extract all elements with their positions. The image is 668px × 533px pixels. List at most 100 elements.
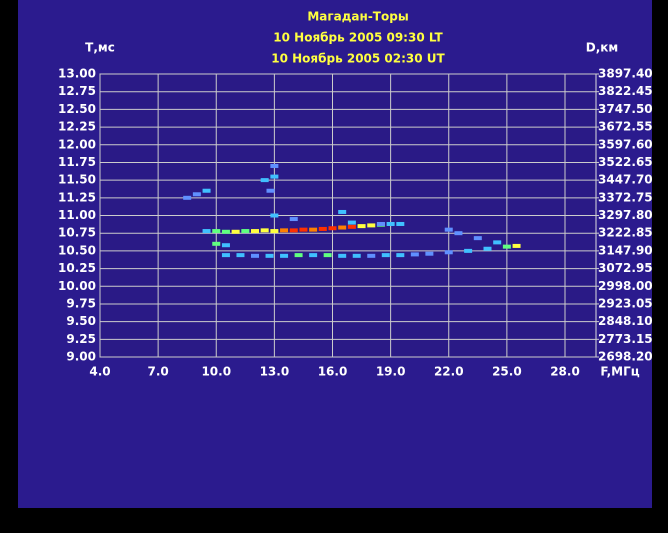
y-tick-label: 11.00	[58, 208, 96, 222]
x-tick-label: 4.0	[89, 365, 110, 379]
y2-tick-label: 3747.50	[598, 102, 653, 116]
echo-point	[251, 229, 259, 233]
y-axis-label: Т,мс	[85, 41, 115, 55]
echo-point	[324, 253, 332, 257]
y-tick-label: 10.25	[58, 261, 96, 275]
y-tick-label: 11.75	[58, 155, 96, 169]
echo-point	[236, 253, 244, 257]
y2-tick-label: 2773.15	[598, 332, 653, 346]
echo-point	[503, 245, 511, 249]
echo-point	[212, 229, 220, 233]
echo-point	[241, 229, 249, 233]
echo-point	[183, 196, 191, 200]
y-tick-label: 12.50	[58, 102, 96, 116]
echo-point	[193, 192, 201, 196]
echo-point	[295, 253, 303, 257]
y-tick-label: 10.00	[58, 279, 96, 293]
echo-point	[445, 250, 453, 254]
chart-title: Магадан-Торы	[307, 10, 408, 24]
y2-tick-label: 3822.45	[598, 84, 653, 98]
chart-subtitle: 10 Ноябрь 2005 02:30 UT	[271, 52, 445, 66]
echo-point	[270, 175, 278, 179]
y2-tick-label: 3597.60	[598, 137, 653, 151]
echo-point	[382, 253, 390, 257]
echo-point	[309, 228, 317, 232]
chart: Магадан-Торы 10 Ноябрь 2005 09:30 LT 10 …	[0, 0, 668, 533]
echo-point	[348, 221, 356, 225]
echo-point	[261, 178, 269, 182]
echo-point	[484, 247, 492, 251]
echo-point	[212, 242, 220, 246]
y-tick-label: 9.25	[66, 332, 96, 346]
y2-tick-label: 3297.80	[598, 208, 653, 222]
echo-point	[493, 240, 501, 244]
echo-point	[338, 226, 346, 230]
y-tick-label: 12.25	[58, 120, 96, 134]
y2-tick-label: 3072.95	[598, 261, 653, 275]
y-tick-label: 11.50	[58, 173, 96, 187]
echo-point	[203, 229, 211, 233]
echo-point	[222, 243, 230, 247]
echo-point	[411, 252, 419, 256]
y2-tick-label: 3897.40	[598, 67, 653, 81]
echo-point	[280, 254, 288, 258]
echo-point	[425, 252, 433, 256]
y-tick-label: 12.75	[58, 84, 96, 98]
y2-tick-label: 3147.90	[598, 243, 653, 257]
echo-point	[232, 230, 240, 234]
echo-point	[280, 228, 288, 232]
echo-point	[464, 249, 472, 253]
echo-point	[396, 222, 404, 226]
y2-tick-label: 3672.55	[598, 120, 653, 134]
echo-point	[338, 254, 346, 258]
echo-point	[454, 231, 462, 235]
y2-tick-label: 2848.10	[598, 314, 653, 328]
echo-point	[329, 226, 337, 230]
echo-point	[203, 189, 211, 193]
y-tick-label: 12.00	[58, 137, 96, 151]
echo-point	[270, 229, 278, 233]
y-tick-label: 10.75	[58, 226, 96, 240]
echo-point	[319, 227, 327, 231]
echo-point	[270, 214, 278, 218]
y2-tick-label: 2923.05	[598, 296, 653, 310]
y2-tick-label: 3222.85	[598, 226, 653, 240]
echo-point	[474, 236, 482, 240]
x-tick-label: 19.0	[376, 365, 406, 379]
echo-point	[261, 228, 269, 232]
echo-point	[396, 253, 404, 257]
echo-point	[309, 253, 317, 257]
echo-point	[377, 222, 385, 226]
y-tick-label: 11.25	[58, 190, 96, 204]
echo-point	[290, 228, 298, 232]
x-tick-label: 10.0	[201, 365, 231, 379]
x-tick-label: 13.0	[260, 365, 290, 379]
y-tick-label: 10.50	[58, 243, 96, 257]
echo-point	[338, 210, 346, 214]
y2-axis-label: D,км	[586, 41, 618, 55]
y2-tick-label: 3372.75	[598, 190, 653, 204]
echo-point	[267, 189, 275, 193]
echo-point	[299, 228, 307, 232]
y2-tick-label: 2698.20	[598, 350, 653, 364]
echo-point	[445, 228, 453, 232]
echo-point	[358, 224, 366, 228]
echo-point	[348, 225, 356, 229]
echo-point	[367, 223, 375, 227]
x-tick-label: 25.0	[492, 365, 522, 379]
echo-point	[266, 254, 274, 258]
echo-point	[222, 230, 230, 234]
echo-point	[387, 222, 395, 226]
y-tick-label: 13.00	[58, 67, 96, 81]
y2-tick-label: 3522.65	[598, 155, 653, 169]
x-tick-label: 22.0	[434, 365, 464, 379]
chart-subtitle: 10 Ноябрь 2005 09:30 LT	[273, 31, 443, 45]
echo-point	[251, 254, 259, 258]
x-tick-label: 16.0	[318, 365, 348, 379]
echo-point	[367, 254, 375, 258]
x-tick-label: 7.0	[147, 365, 168, 379]
echo-point	[353, 254, 361, 258]
y-tick-label: 9.50	[66, 314, 96, 328]
echo-point	[513, 244, 521, 248]
y2-tick-label: 3447.70	[598, 173, 653, 187]
